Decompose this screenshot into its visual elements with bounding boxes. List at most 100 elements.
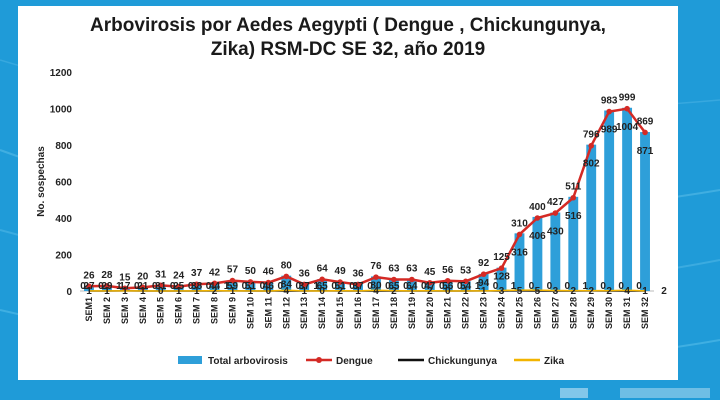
y-tick-label: 0 (66, 287, 72, 298)
zika-data-label: 1 (86, 286, 92, 297)
total-data-label: 316 (511, 247, 528, 258)
chickungunya-data-label: 0 (152, 281, 158, 292)
zika-data-label: 3 (553, 286, 559, 297)
dengue-data-label: 36 (299, 268, 311, 279)
x-tick-label: SEM 12 (281, 297, 291, 329)
dengue-point (624, 105, 630, 112)
total-data-label: 871 (637, 146, 654, 157)
dengue-point (480, 271, 487, 278)
x-tick-label: SEM 25 (514, 297, 524, 329)
total-bar (263, 282, 274, 291)
dengue-point (247, 279, 254, 285)
dengue-point (283, 273, 290, 280)
dengue-point (444, 277, 451, 284)
y-tick-label: 1200 (50, 68, 73, 79)
y-tick-label: 200 (55, 251, 72, 262)
dengue-data-label: 45 (424, 267, 436, 278)
chickungunya-data-label: 0 (242, 281, 248, 292)
zika-data-label: 1 (409, 286, 415, 297)
zika-data-label: 4 (284, 286, 290, 297)
total-data-label: 64 (406, 281, 418, 292)
dengue-point (588, 142, 595, 149)
total-data-label: 802 (583, 159, 600, 170)
zika-data-label: 0 (266, 286, 272, 297)
health-secretariat-logo-icon (620, 388, 710, 398)
zika-data-label: 2 (391, 286, 397, 297)
y-tick-label: 1000 (50, 105, 73, 116)
dengue-point (301, 281, 308, 288)
x-tick-label: SEM 29 (586, 297, 596, 329)
zika-data-label: 1 (194, 286, 200, 297)
dengue-data-label: 31 (155, 269, 167, 280)
total-data-label: 516 (565, 211, 582, 222)
total-bar (406, 279, 417, 291)
dengue-data-label: 20 (137, 271, 149, 282)
chickungunya-data-label: 0 (206, 281, 212, 292)
chickungunya-data-label: 0 (367, 281, 373, 292)
zika-data-label: 1 (355, 286, 361, 297)
zika-data-label: 2 (337, 286, 343, 297)
zika-data-label: 1 (104, 286, 110, 297)
x-tick-label: SEM 23 (479, 297, 489, 329)
total-data-label: 989 (601, 125, 618, 136)
dengue-point (139, 284, 146, 291)
dengue-data-label: 50 (245, 266, 257, 277)
legend-swatch-total-arbovirosis (178, 356, 202, 364)
govt-logo-icon (560, 388, 588, 398)
zika-data-label: 1 (230, 286, 236, 297)
chickungunya-data-label: 0 (278, 281, 284, 292)
dengue-data-label: 64 (317, 263, 329, 274)
zika-data-label: 1 (642, 286, 648, 297)
chickungunya-data-label: 0 (493, 281, 499, 292)
zika-data-label: 1 (122, 286, 128, 297)
chickungunya-data-label: 0 (80, 281, 86, 292)
total-data-label: 1004 (616, 122, 639, 133)
dengue-data-label: 46 (263, 267, 275, 278)
legend-label-zika: Zika (544, 356, 564, 367)
zika-data-label: 1 (481, 286, 487, 297)
dengue-data-label: 57 (227, 265, 239, 276)
total-data-label: 46 (263, 281, 275, 292)
zika-data-label: 2 (427, 286, 433, 297)
chart-panel: Arbovirosis por Aedes Aegypti ( Dengue ,… (18, 6, 678, 380)
total-data-label: 51 (245, 281, 257, 292)
total-data-label: 94 (478, 278, 490, 289)
dengue-data-label: 28 (101, 270, 113, 281)
total-bar (550, 212, 561, 291)
x-tick-label: SEM 26 (532, 297, 542, 329)
chickungunya-data-label: 1 (313, 281, 319, 292)
total-bar (335, 281, 346, 291)
zika-data-label: 1 (140, 286, 146, 297)
chart-title-line1: Arbovirosis por Aedes Aegypti ( Dengue ,… (90, 15, 606, 36)
y-tick-label: 800 (55, 141, 72, 152)
total-data-label: 27 (83, 281, 95, 292)
x-tick-label: SEM 14 (317, 297, 327, 329)
chickungunya-data-label: 0 (600, 281, 606, 292)
dengue-data-label: 24 (173, 271, 185, 282)
total-data-label: 38 (191, 281, 203, 292)
zika-data-label: 2 (571, 286, 577, 297)
chickungunya-data-label: 1 (224, 281, 230, 292)
dengue-data-label: 125 (493, 252, 510, 263)
total-bar (640, 132, 650, 291)
dengue-point (462, 278, 469, 285)
zika-data-label: 1 (176, 286, 182, 297)
total-bar (371, 276, 381, 291)
footer-logos (560, 388, 710, 398)
total-data-label: 25 (173, 281, 185, 292)
total-data-label: 47 (424, 281, 436, 292)
dengue-point (122, 285, 128, 292)
total-bar (424, 282, 435, 291)
chickungunya-data-label: 0 (331, 281, 337, 292)
total-bar (478, 273, 489, 291)
total-bar (227, 280, 238, 291)
total-bar (442, 280, 453, 291)
dengue-data-label: 76 (370, 261, 382, 272)
x-tick-label: SEM 27 (550, 297, 560, 329)
chickungunya-data-label: 0 (636, 281, 642, 292)
chickungunya-data-label: 0 (385, 281, 391, 292)
chickungunya-data-label: 0 (421, 281, 427, 292)
chickungunya-data-label: 1 (116, 281, 122, 292)
zika-data-label: 0 (445, 286, 451, 297)
chickungunya-data-label: 1 (511, 281, 517, 292)
